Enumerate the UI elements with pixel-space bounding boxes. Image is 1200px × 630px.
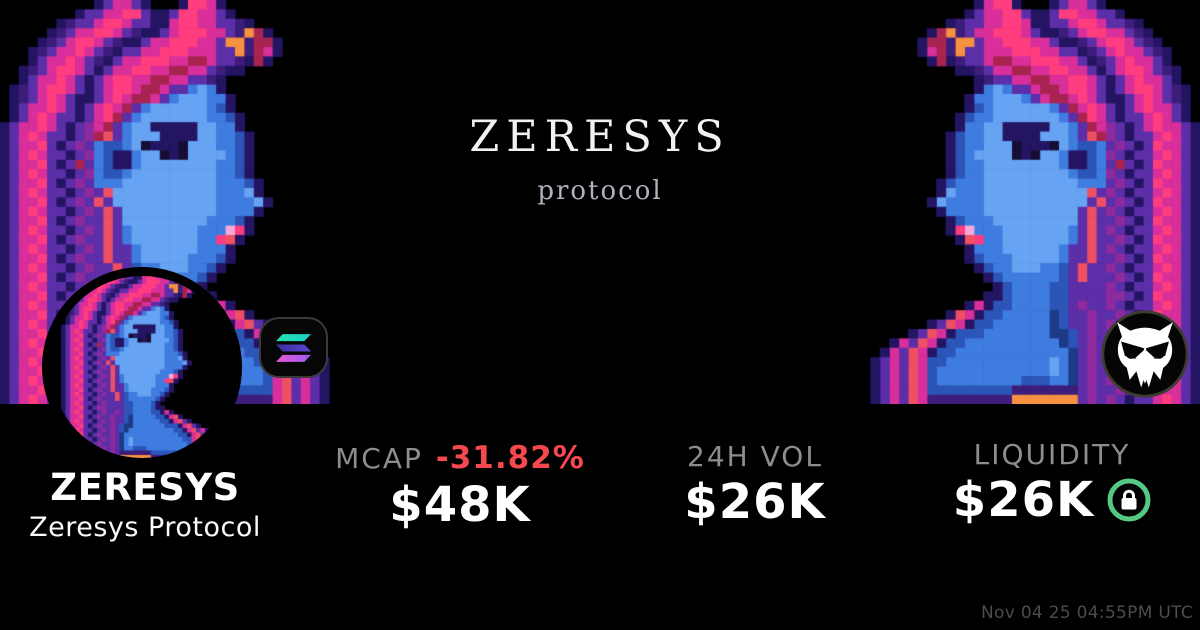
mcap-label: MCAP: [335, 442, 423, 475]
volume-label: 24H VOL: [687, 440, 823, 473]
watermark-title: ZERESYS: [469, 112, 731, 162]
lock-icon: [1107, 478, 1151, 522]
token-avatar: [42, 267, 242, 467]
stat-liquidity: LIQUIDITY $26K: [900, 438, 1200, 525]
liquidity-label: LIQUIDITY: [973, 438, 1131, 471]
token-avatar-image: [51, 276, 233, 458]
timestamp: Nov 04 25 04:55PM UTC: [981, 603, 1193, 623]
mcap-change-badge: -31.82%: [435, 440, 585, 476]
liquidity-value: $26K: [952, 472, 1095, 528]
stat-volume: 24H VOL $26K: [630, 440, 880, 527]
stat-mcap: MCAP -31.82% $48K: [318, 440, 602, 530]
watermark: ZERESYS protocol: [0, 112, 1200, 206]
solana-icon: [276, 333, 311, 362]
watermark-subtitle: protocol: [537, 176, 663, 206]
pixel-art-avatar: [51, 276, 233, 458]
token-symbol: ZERESYS: [50, 466, 240, 509]
chain-badge: [259, 317, 328, 378]
owl-icon: [1099, 308, 1191, 400]
mcap-value: $48K: [389, 477, 531, 533]
token-name: Zeresys Protocol: [29, 512, 261, 543]
volume-value: $26K: [684, 474, 826, 530]
